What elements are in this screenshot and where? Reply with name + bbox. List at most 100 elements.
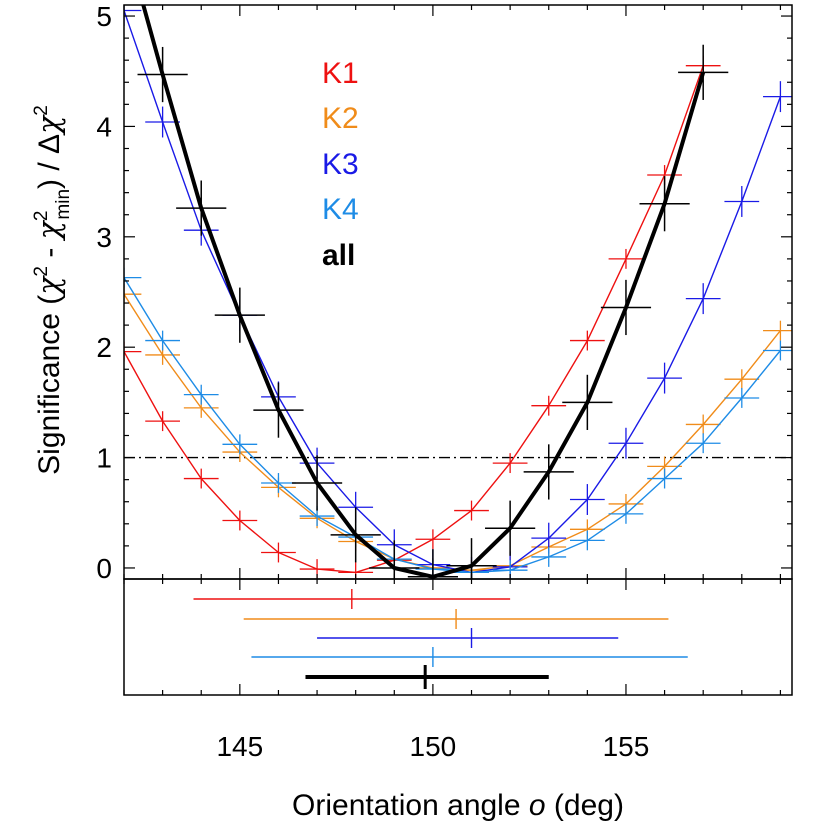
x-ticks-main [123, 5, 782, 579]
y-title-chi-2: χ [32, 219, 67, 241]
y-title-sup-3: 2 [31, 105, 52, 116]
data-point-k4 [685, 433, 721, 454]
data-point-k3 [608, 427, 644, 459]
y-tick-label: 1 [96, 443, 112, 474]
x-axis-title-prefix: Orientation angle [292, 789, 529, 822]
data-point-all [176, 180, 227, 236]
x-tick-label: 155 [603, 731, 650, 762]
data-point-k1 [492, 453, 528, 474]
interval-layer [193, 589, 688, 689]
y-ticks-main: 0 1 2 3 4 5 [96, 1, 792, 584]
y-tick-label: 0 [96, 553, 112, 584]
series-k3 [124, 5, 792, 579]
interval-panel: 145 150 155 [123, 578, 793, 762]
main-plot: 0 1 2 3 4 5 [96, 1, 793, 584]
data-point-all [137, 46, 188, 103]
data-point-all [253, 382, 304, 438]
legend-entry-all: all [322, 239, 355, 272]
x-tick-label: 150 [410, 731, 457, 762]
y-title-part-7: ) / Δ [33, 134, 66, 189]
series-line-k1 [124, 65, 704, 574]
y-tick-label: 5 [96, 1, 112, 32]
data-point-k4 [261, 473, 296, 493]
data-point-k3 [124, 5, 142, 26]
y-title-sup-2: 2 [31, 211, 52, 222]
data-point-all [639, 176, 690, 232]
series-line-all [141, 5, 706, 579]
data-point-k4 [222, 434, 258, 455]
legend-entry-k4: K4 [322, 193, 359, 226]
interval-k3 [317, 628, 619, 648]
series-line-k2 [124, 293, 781, 571]
main-plot-frame [123, 4, 793, 580]
data-point-k1 [415, 529, 451, 550]
data-point-all [369, 540, 420, 579]
data-point-k4 [183, 384, 219, 405]
data-point-k1 [531, 395, 567, 416]
legend: K1 K2 K3 K4 all [322, 57, 359, 272]
data-point-k1 [222, 510, 258, 531]
data-point-all [291, 455, 343, 511]
data-point-all [600, 279, 652, 336]
data-point-k4 [124, 267, 142, 288]
data-point-all [523, 444, 574, 500]
data-point-k2 [685, 414, 721, 435]
x-axis-title-symbol: o [529, 789, 546, 822]
data-point-k4 [145, 330, 180, 351]
data-point-k4 [763, 340, 792, 361]
data-point-k2 [724, 369, 760, 390]
data-point-k3 [145, 106, 180, 138]
y-tick-label: 3 [96, 222, 112, 253]
data-point-k1 [261, 542, 296, 563]
y-axis-title: Significance (χ2 - χ2min) / Δχ2 [31, 105, 74, 475]
data-point-k3 [685, 283, 721, 315]
data-point-k1 [183, 468, 219, 489]
data-point-k4 [608, 503, 644, 524]
data-point-all [562, 374, 613, 430]
y-tick-label: 2 [96, 332, 112, 363]
y-title-chi-3: χ [32, 114, 67, 136]
y-title-chi-1: χ [32, 275, 67, 297]
data-point-k1 [608, 248, 644, 269]
series-line-k3 [124, 10, 782, 574]
interval-k1 [193, 589, 511, 609]
data-point-k4 [531, 546, 567, 567]
data-point-k4 [647, 468, 682, 489]
series-all [137, 5, 729, 579]
data-point-k1 [454, 500, 489, 521]
data-point-all [485, 500, 536, 556]
legend-entry-k2: K2 [322, 102, 359, 135]
data-point-all [214, 287, 265, 343]
y-title-part-3: - [33, 239, 66, 266]
x-tick-label: 145 [216, 731, 263, 762]
x-ticks-panel: 145 150 155 [123, 579, 782, 762]
legend-entry-k1: K1 [322, 57, 359, 90]
x-axis-title-suffix: (deg) [546, 789, 624, 822]
data-point-k3 [724, 186, 760, 217]
data-point-k4 [724, 388, 760, 408]
y-title-part-0: Significance ( [33, 295, 66, 475]
series-layer [124, 5, 792, 579]
data-point-all [330, 507, 381, 563]
legend-entry-k3: K3 [322, 148, 359, 181]
data-point-all [678, 44, 729, 100]
data-point-k2 [124, 284, 142, 305]
y-title-sub-min: min [53, 189, 74, 220]
interval-k4 [251, 647, 688, 667]
data-point-k1 [145, 411, 180, 432]
series-k2 [124, 284, 792, 579]
data-point-k4 [569, 530, 605, 551]
interval-all [305, 665, 549, 689]
data-point-k1 [124, 341, 142, 362]
data-point-all [446, 538, 497, 579]
interval-panel-frame [123, 578, 793, 696]
y-title-sup-1: 2 [31, 266, 52, 277]
data-point-k2 [763, 320, 792, 341]
data-point-k3 [647, 362, 682, 394]
y-tick-label: 4 [96, 111, 112, 142]
series-line-k4 [124, 277, 781, 574]
data-point-k3 [763, 81, 792, 113]
data-point-k1 [569, 330, 605, 351]
data-point-k3 [569, 484, 605, 515]
